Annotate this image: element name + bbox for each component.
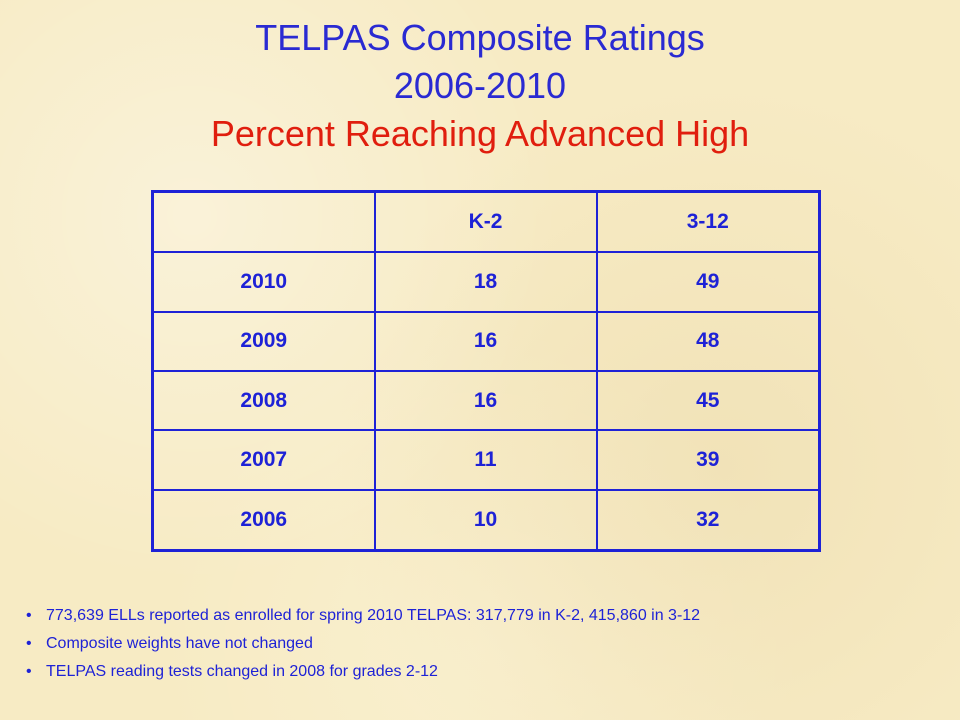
row-3-12-value: 39 — [595, 429, 821, 491]
row-k2-value: 10 — [373, 488, 598, 552]
row-year: 2007 — [151, 429, 376, 491]
notes-list: • 773,639 ELLs reported as enrolled for s… — [26, 602, 700, 686]
list-item: • TELPAS reading tests changed in 2008 fo… — [26, 658, 700, 686]
bullet-icon: • — [26, 607, 32, 624]
table-header-k2: K-2 — [373, 190, 598, 254]
title-line-3: Percent Reaching Advanced High — [210, 113, 750, 154]
row-3-12-value: 49 — [595, 251, 821, 313]
row-3-12-value: 32 — [595, 488, 821, 552]
table-header-corner — [151, 190, 376, 254]
title-line-2: 2006-2010 — [393, 65, 567, 106]
table-row: 2010 18 49 — [151, 251, 821, 313]
list-item: • Composite weights have not changed — [26, 630, 700, 658]
row-k2-value: 16 — [373, 310, 598, 372]
table-row: 2006 10 32 — [151, 488, 821, 552]
list-item: • 773,639 ELLs reported as enrolled for s… — [26, 602, 700, 630]
row-year: 2008 — [151, 369, 376, 432]
note-text: Composite weights have not changed — [46, 635, 313, 652]
table-row: 2007 11 39 — [151, 429, 821, 491]
note-text: TELPAS reading tests changed in 2008 for… — [46, 663, 438, 680]
row-3-12-value: 45 — [595, 369, 821, 432]
row-k2-value: 11 — [373, 429, 598, 491]
table-row: 2008 16 45 — [151, 369, 821, 432]
table-row: 2009 16 48 — [151, 310, 821, 372]
row-3-12-value: 48 — [595, 310, 821, 372]
table-header-3-12: 3-12 — [595, 190, 821, 254]
title-line-1: TELPAS Composite Ratings — [255, 17, 705, 58]
bullet-icon: • — [26, 663, 32, 680]
row-year: 2010 — [151, 251, 376, 313]
ratings-table: K-2 3-12 2010 18 49 2009 16 48 2008 16 4… — [151, 190, 821, 552]
slide-title: TELPAS Composite Ratings 2006-2010 Perce… — [0, 14, 960, 158]
row-k2-value: 16 — [373, 369, 598, 432]
row-year: 2006 — [151, 488, 376, 552]
bullet-icon: • — [26, 635, 32, 652]
row-year: 2009 — [151, 310, 376, 372]
note-text: 773,639 ELLs reported as enrolled for sp… — [46, 607, 701, 624]
row-k2-value: 18 — [373, 251, 598, 313]
table-header-row: K-2 3-12 — [151, 190, 821, 254]
